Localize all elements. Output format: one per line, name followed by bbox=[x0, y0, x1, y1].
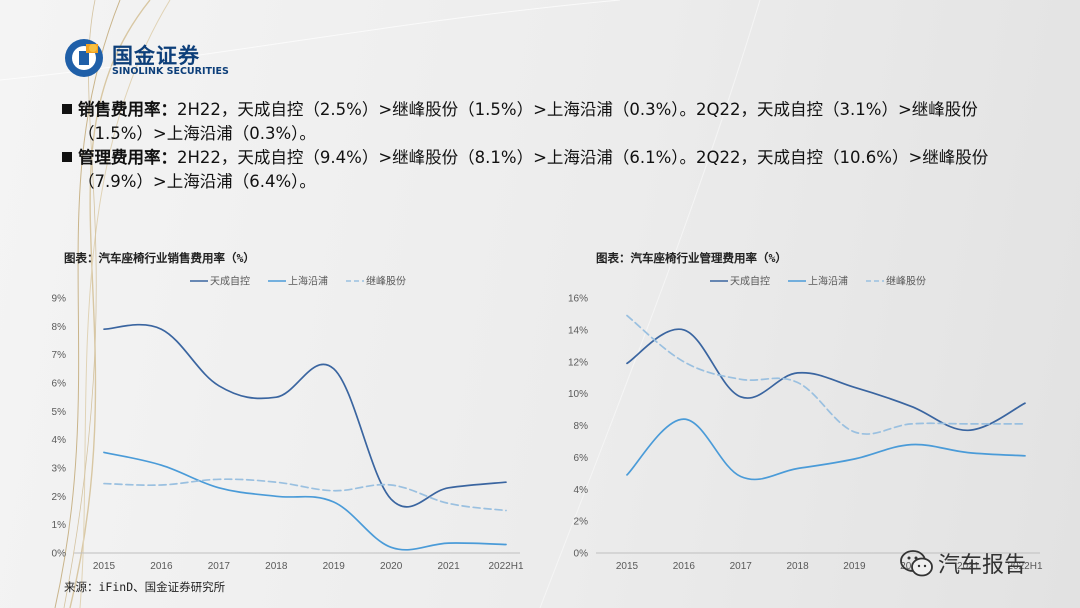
x-tick-label: 2016 bbox=[673, 561, 696, 572]
bullet-text: 2H22，天成自控（9.4%）>继峰股份（8.1%）>上海沿浦（6.1%）。2Q… bbox=[78, 148, 989, 191]
bullet-text: 2H22，天成自控（2.5%）>继峰股份（1.5%）>上海沿浦（0.3%）。2Q… bbox=[78, 100, 978, 143]
chart-title-admin: 图表：汽车座椅行业管理费用率（%） bbox=[596, 251, 787, 265]
y-tick-label: 12% bbox=[568, 357, 588, 368]
wechat-icon bbox=[900, 550, 933, 577]
x-tick-label: 2019 bbox=[843, 561, 866, 572]
series-line-上海沿浦 bbox=[103, 451, 507, 551]
bullet-heading: 销售费用率： bbox=[78, 100, 177, 119]
chart-title-sales: 图表：汽车座椅行业销售费用率（%） bbox=[64, 251, 255, 265]
y-tick-label: 10% bbox=[568, 389, 588, 400]
legend-label: 上海沿浦 bbox=[288, 275, 328, 288]
y-tick-label: 8% bbox=[574, 421, 589, 432]
y-tick-label: 6% bbox=[574, 453, 589, 464]
x-tick-label: 2021 bbox=[437, 561, 460, 572]
x-tick-label: 2015 bbox=[93, 561, 116, 572]
y-tick-label: 2% bbox=[574, 517, 589, 528]
y-tick-label: 2% bbox=[52, 492, 67, 503]
x-tick-label: 2017 bbox=[730, 561, 753, 572]
y-tick-label: 4% bbox=[52, 435, 67, 446]
x-tick-label: 2021 bbox=[957, 561, 980, 572]
series-line-继峰股份 bbox=[626, 314, 1026, 435]
y-tick-label: 9% bbox=[52, 294, 67, 305]
legend-label: 天成自控 bbox=[210, 275, 250, 288]
legend-label: 天成自控 bbox=[730, 275, 770, 288]
watermark-text: 汽车报告 bbox=[938, 553, 1027, 578]
series-line-天成自控 bbox=[626, 328, 1026, 432]
bullet-square-icon bbox=[62, 104, 72, 114]
series-line-继峰股份 bbox=[103, 478, 507, 512]
bullet-list: 销售费用率：2H22，天成自控（2.5%）>继峰股份（1.5%）>上海沿浦（0.… bbox=[62, 98, 1042, 194]
x-tick-label: 2016 bbox=[150, 561, 173, 572]
y-tick-label: 0% bbox=[52, 549, 67, 560]
y-tick-label: 0% bbox=[574, 549, 589, 560]
brand-name-en: SINOLINK SECURITIES bbox=[112, 66, 229, 77]
y-tick-label: 8% bbox=[52, 322, 67, 333]
x-tick-label: 2022H1 bbox=[488, 561, 523, 572]
x-tick-label: 2019 bbox=[323, 561, 346, 572]
x-tick-label: 2015 bbox=[616, 561, 639, 572]
x-tick-label: 2017 bbox=[208, 561, 231, 572]
y-tick-label: 7% bbox=[52, 350, 67, 361]
y-tick-label: 16% bbox=[568, 294, 588, 305]
y-tick-label: 1% bbox=[52, 520, 67, 531]
y-tick-label: 4% bbox=[574, 485, 589, 496]
legend-label: 继峰股份 bbox=[366, 275, 406, 288]
series-line-天成自控 bbox=[103, 323, 507, 508]
x-tick-label: 2020 bbox=[380, 561, 403, 572]
brand-name-cn: 国金证券 bbox=[112, 44, 200, 68]
series-line-上海沿浦 bbox=[626, 418, 1026, 481]
bullet-admin-expense: 管理费用率：2H22，天成自控（9.4%）>继峰股份（8.1%）>上海沿浦（6.… bbox=[62, 146, 1042, 194]
legend-label: 上海沿浦 bbox=[808, 275, 848, 288]
bullet-heading: 管理费用率： bbox=[78, 148, 177, 167]
x-tick-label: 2018 bbox=[786, 561, 809, 572]
watermark: 汽车报告 bbox=[900, 545, 1060, 585]
y-tick-label: 3% bbox=[52, 464, 67, 475]
bullet-square-icon bbox=[62, 152, 72, 162]
bullet-sales-expense: 销售费用率：2H22，天成自控（2.5%）>继峰股份（1.5%）>上海沿浦（0.… bbox=[62, 98, 1042, 146]
sinolink-logo-icon bbox=[65, 39, 103, 77]
legend-label: 继峰股份 bbox=[886, 275, 926, 288]
source-note: 来源：iFinD、国金证券研究所 bbox=[64, 580, 226, 594]
brand-logo: 国金证券 SINOLINK SECURITIES bbox=[64, 38, 264, 82]
x-tick-label: 2022H1 bbox=[1007, 561, 1042, 572]
y-tick-label: 6% bbox=[52, 379, 67, 390]
y-tick-label: 5% bbox=[52, 407, 67, 418]
y-tick-label: 14% bbox=[568, 325, 588, 336]
x-tick-label: 2018 bbox=[265, 561, 288, 572]
